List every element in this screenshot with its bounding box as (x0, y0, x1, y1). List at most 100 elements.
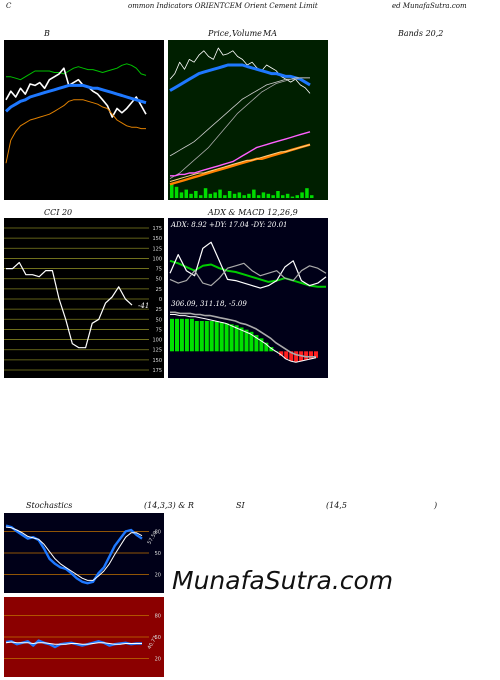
volume-bar (247, 193, 251, 198)
header-part-1: C (6, 2, 12, 10)
price-ma-chart (169, 47, 314, 198)
cci-last-value: -41 (138, 302, 149, 310)
stochastics-chart: 80 50 20 57.59 (4, 524, 161, 585)
volume-bar (174, 186, 179, 198)
macd-histogram-bar (304, 351, 309, 360)
stoch-level-label: 20 (155, 573, 161, 579)
volume-bar (227, 191, 232, 198)
macd-histogram-bar (204, 321, 209, 352)
bollinger-panel (4, 40, 164, 200)
macd-histogram-bar (179, 318, 184, 352)
volume-bar (310, 195, 314, 198)
volume-bar (213, 192, 217, 198)
macd-histogram-bar (259, 338, 264, 352)
cci-level-label: 0 (159, 297, 162, 303)
header-part-3: ed MunafaSutra.com (392, 2, 467, 10)
rsi-title: SI (236, 501, 245, 510)
cci-level-label: 25 (156, 307, 162, 313)
macd-histogram-bar (294, 351, 299, 363)
cci-level-label: 50 (156, 317, 162, 323)
macd-histogram-bar (254, 335, 259, 352)
rsi-signal-line (5, 641, 142, 645)
ma-title: MA (263, 29, 277, 38)
cci-level-label: 50 (156, 277, 162, 283)
bollinger-series-0 (6, 63, 147, 81)
bollinger-series-3 (5, 99, 146, 164)
volume-bar (203, 188, 208, 198)
cci-level-label: 100 (152, 338, 162, 344)
adx-macd-panel: ADX: 8.92 +DY: 17.04 -DY: 20.01 306.09, 3… (168, 218, 328, 378)
macd-histogram-bar (279, 351, 284, 356)
rsi-level-label: 80 (155, 613, 161, 619)
macd-histogram-bar (239, 327, 244, 352)
volume-bar (170, 184, 174, 198)
macd-histogram-bar (214, 321, 219, 352)
cci-level-label: 125 (152, 246, 162, 252)
macd-histogram-bar (314, 351, 318, 358)
volume-bar (271, 195, 275, 198)
volume-bar (199, 195, 203, 198)
macd-histogram-bar (184, 318, 189, 352)
cci-level-label: 75 (156, 327, 162, 333)
rsi-close: ) (434, 501, 438, 510)
volume-bar (184, 189, 188, 198)
bollinger-chart (4, 63, 147, 164)
macd-label: 306.09, 311.18, -5.09 (171, 300, 247, 308)
macd-histogram-bar (199, 321, 204, 352)
macd-histogram-bar (189, 318, 194, 352)
rsi-level-label: 20 (155, 657, 161, 663)
cci-level-label: 25 (156, 287, 162, 293)
ma-series-3 (169, 77, 310, 179)
volume-bar (290, 196, 295, 198)
rsi-panel: 80 50 20 40.77 (4, 597, 164, 677)
volume-bar (232, 193, 237, 198)
adx-series-1 (169, 241, 327, 289)
stoch-main-line (5, 524, 143, 585)
bollinger-series-2 (4, 83, 147, 113)
volume-title: Volume (232, 29, 262, 38)
cci-level-label: 125 (152, 348, 162, 354)
rsi-params: (14,5 (326, 501, 347, 510)
volume-bar (285, 193, 290, 198)
adx-label: ADX: 8.92 +DY: 17.04 -DY: 20.01 (170, 221, 287, 229)
macd-histogram-bar (244, 329, 249, 352)
volume-bar (208, 193, 213, 198)
macd-histogram-bar (224, 323, 229, 352)
stoch-level-label: 80 (155, 529, 161, 535)
volume-bar (179, 192, 184, 198)
cci-line (6, 261, 133, 349)
volume-bar (261, 192, 266, 198)
macd-histogram-bar (175, 318, 179, 352)
volume-bar (218, 189, 222, 198)
cci-title: CCI 20 (44, 208, 73, 217)
stoch-level-label: 50 (155, 551, 161, 557)
cci-level-label: 175 (152, 226, 162, 232)
cci-level-label: 150 (152, 236, 162, 242)
volume-bar (189, 193, 193, 198)
cci-chart: 175 150 125 100 75 50 25 0 25 50 75 100 125 150 175 -41 (4, 226, 162, 374)
adx-series-2 (169, 262, 327, 287)
adx-macd-chart: ADX: 8.92 +DY: 17.04 -DY: 20.01 306.09, 3… (169, 221, 327, 363)
ma-series-1 (169, 63, 311, 92)
stochastics-title: Stochastics (26, 501, 73, 510)
macd-signal-line (170, 311, 316, 358)
volume-bar (295, 195, 299, 198)
rsi-level-label: 50 (155, 635, 161, 641)
price-ma-panel (168, 40, 328, 200)
cci-panel: 175 150 125 100 75 50 25 0 25 50 75 100 125 150 175 -41 (4, 218, 164, 378)
macd-histogram-bar (219, 322, 224, 352)
macd-histogram-bar (209, 321, 214, 352)
cci-level-label: 175 (152, 368, 162, 374)
macd-histogram-bar (269, 347, 274, 352)
macd-histogram-bar (194, 321, 199, 352)
macd-histogram-bar (170, 318, 174, 352)
macd-line (170, 314, 317, 363)
volume-bar (266, 193, 271, 198)
bollinger-title: B (44, 29, 50, 38)
stochastics-panel: 80 50 20 57.59 (4, 513, 164, 593)
adx-series-0 (169, 259, 326, 288)
bollinger-series-1 (5, 67, 147, 118)
volume-bar (242, 195, 246, 198)
volume-bar (194, 191, 198, 198)
stoch-value-label: 57.59 (147, 530, 159, 545)
